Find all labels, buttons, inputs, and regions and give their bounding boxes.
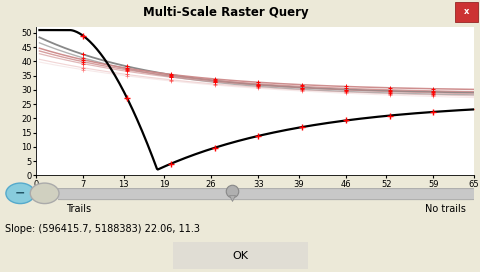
Circle shape <box>6 183 35 203</box>
Text: x: x <box>462 7 468 16</box>
Circle shape <box>30 183 59 203</box>
Text: Trails: Trails <box>66 204 91 214</box>
Text: Slope: (596415.7, 5188383) 22.06, 11.3: Slope: (596415.7, 5188383) 22.06, 11.3 <box>5 224 199 234</box>
FancyBboxPatch shape <box>49 188 480 200</box>
Text: OK: OK <box>232 251 248 261</box>
FancyBboxPatch shape <box>454 2 477 22</box>
Text: No trails: No trails <box>424 204 465 214</box>
Text: Multi-Scale Raster Query: Multi-Scale Raster Query <box>143 6 308 19</box>
FancyBboxPatch shape <box>166 241 314 271</box>
Text: −: − <box>15 187 25 200</box>
